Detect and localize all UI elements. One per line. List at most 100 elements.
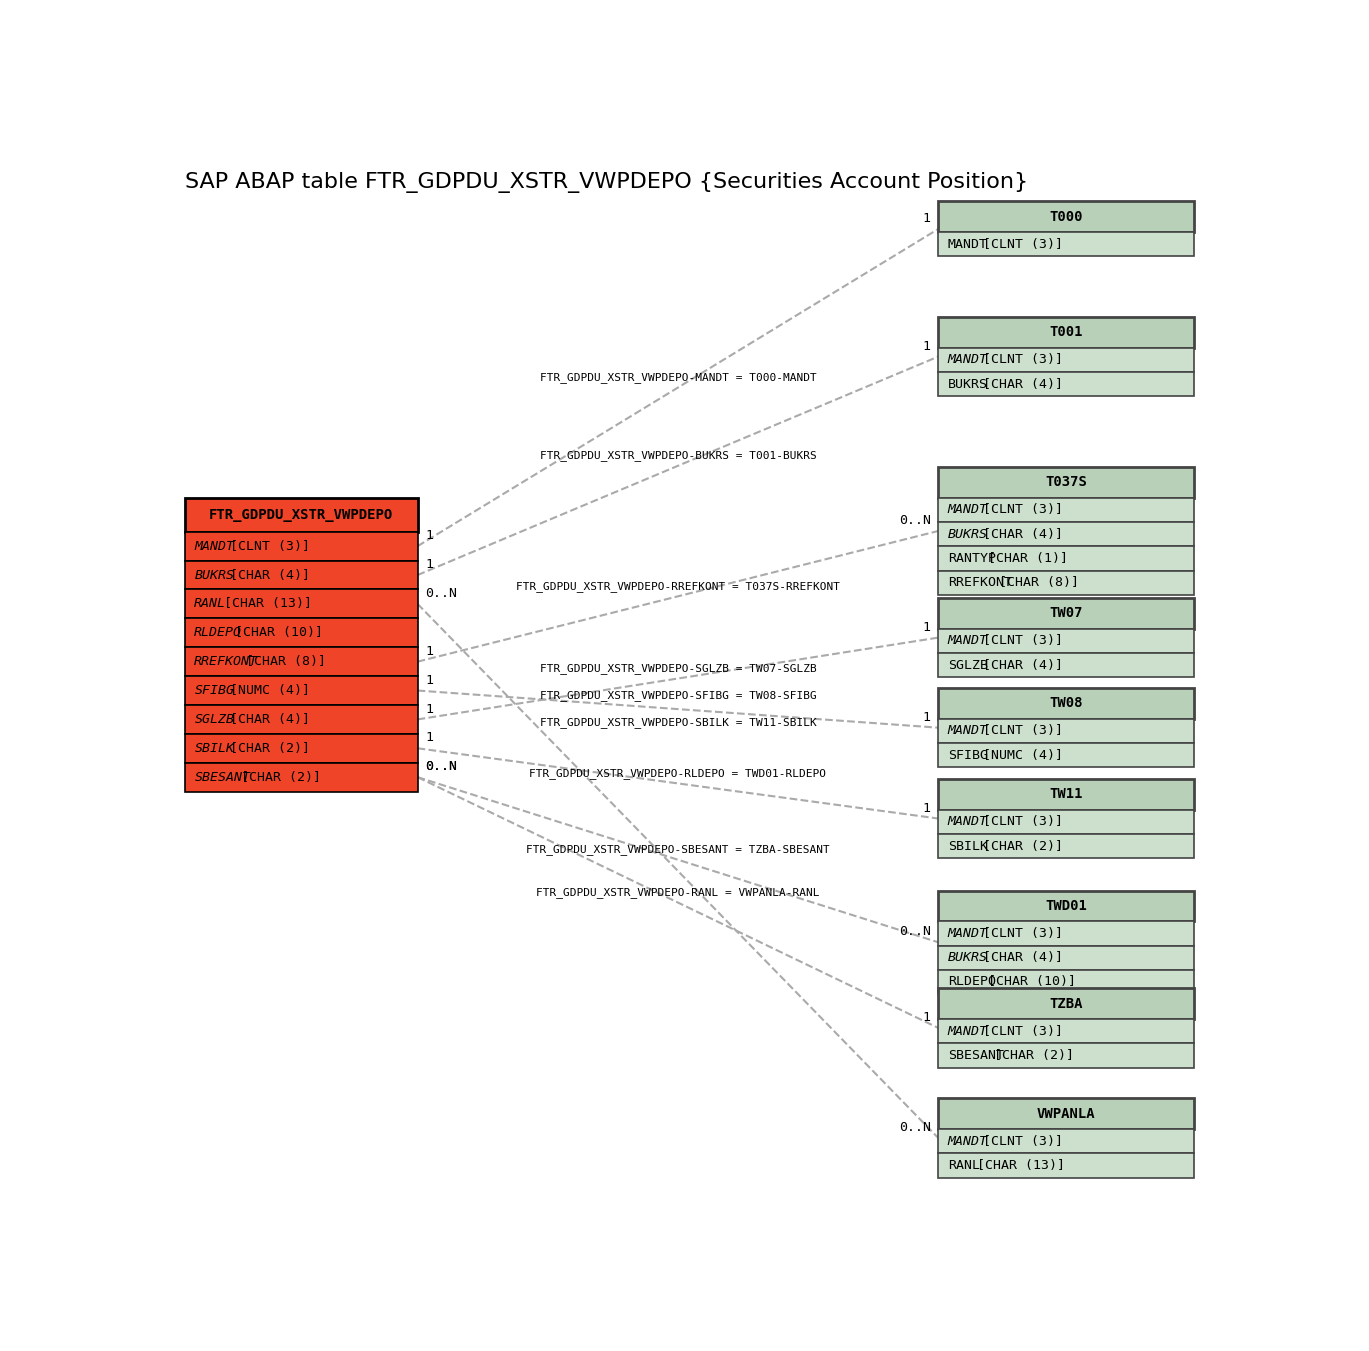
- Text: 1: 1: [923, 339, 931, 353]
- Text: RANL: RANL: [947, 1159, 980, 1173]
- Text: MANDT: MANDT: [947, 1135, 987, 1148]
- Text: [CHAR (4)]: [CHAR (4)]: [975, 377, 1062, 390]
- Text: SFIBG: SFIBG: [947, 748, 987, 762]
- FancyBboxPatch shape: [938, 467, 1194, 497]
- FancyBboxPatch shape: [938, 921, 1194, 946]
- Text: [CHAR (2)]: [CHAR (2)]: [975, 839, 1062, 852]
- Text: 1: 1: [923, 1011, 931, 1024]
- FancyBboxPatch shape: [185, 532, 418, 561]
- Text: [CLNT (3)]: [CLNT (3)]: [975, 1025, 1062, 1038]
- FancyBboxPatch shape: [938, 809, 1194, 834]
- Text: [CHAR (13)]: [CHAR (13)]: [969, 1159, 1065, 1173]
- Text: FTR_GDPDU_XSTR_VWPDEPO-SGLZB = TW07-SGLZB: FTR_GDPDU_XSTR_VWPDEPO-SGLZB = TW07-SGLZ…: [539, 663, 816, 674]
- Text: 0..N: 0..N: [426, 761, 457, 773]
- Text: 1: 1: [923, 620, 931, 634]
- Text: TWD01: TWD01: [1046, 898, 1087, 913]
- Text: SGLZB: SGLZB: [947, 659, 987, 671]
- Text: SBILK: SBILK: [947, 839, 987, 852]
- Text: [CHAR (4)]: [CHAR (4)]: [975, 659, 1062, 671]
- Text: MANDT: MANDT: [947, 354, 987, 366]
- Text: 1: 1: [923, 801, 931, 815]
- FancyBboxPatch shape: [938, 719, 1194, 743]
- FancyBboxPatch shape: [185, 647, 418, 676]
- Text: [CLNT (3)]: [CLNT (3)]: [975, 504, 1062, 516]
- Text: 1: 1: [426, 674, 434, 686]
- Text: RREFKONT: RREFKONT: [947, 577, 1012, 589]
- Text: RLDEPO: RLDEPO: [947, 975, 995, 989]
- FancyBboxPatch shape: [185, 589, 418, 619]
- FancyBboxPatch shape: [938, 628, 1194, 653]
- Text: RANL: RANL: [194, 597, 226, 611]
- FancyBboxPatch shape: [938, 890, 1194, 921]
- Text: [NUMC (4)]: [NUMC (4)]: [975, 748, 1062, 762]
- FancyBboxPatch shape: [938, 834, 1194, 858]
- FancyBboxPatch shape: [185, 734, 418, 763]
- Text: [CHAR (2)]: [CHAR (2)]: [222, 742, 309, 755]
- Text: 0..N: 0..N: [898, 925, 931, 939]
- Text: [CHAR (10)]: [CHAR (10)]: [227, 627, 323, 639]
- FancyBboxPatch shape: [938, 989, 1194, 1019]
- FancyBboxPatch shape: [938, 347, 1194, 372]
- Text: [CHAR (4)]: [CHAR (4)]: [222, 713, 309, 725]
- FancyBboxPatch shape: [938, 201, 1194, 232]
- Text: 1: 1: [426, 558, 434, 571]
- FancyBboxPatch shape: [938, 1129, 1194, 1154]
- Text: [CLNT (3)]: [CLNT (3)]: [975, 635, 1062, 647]
- Text: RANTYP: RANTYP: [947, 553, 995, 565]
- Text: [CHAR (4)]: [CHAR (4)]: [975, 951, 1062, 965]
- Text: [CHAR (4)]: [CHAR (4)]: [222, 569, 309, 581]
- Text: RREFKONT: RREFKONT: [194, 655, 259, 669]
- Text: SBESANT: SBESANT: [194, 770, 251, 784]
- Text: FTR_GDPDU_XSTR_VWPDEPO: FTR_GDPDU_XSTR_VWPDEPO: [209, 508, 393, 521]
- FancyBboxPatch shape: [938, 546, 1194, 570]
- FancyBboxPatch shape: [185, 619, 418, 647]
- Text: SFIBG: SFIBG: [194, 684, 234, 697]
- Text: 0..N: 0..N: [898, 1121, 931, 1135]
- Text: MANDT: MANDT: [947, 724, 987, 738]
- FancyBboxPatch shape: [938, 372, 1194, 396]
- Text: FTR_GDPDU_XSTR_VWPDEPO-RANL = VWPANLA-RANL: FTR_GDPDU_XSTR_VWPDEPO-RANL = VWPANLA-RA…: [537, 888, 820, 898]
- Text: [CHAR (8)]: [CHAR (8)]: [238, 655, 326, 669]
- FancyBboxPatch shape: [938, 232, 1194, 257]
- Text: T001: T001: [1050, 326, 1083, 339]
- Text: [CHAR (1)]: [CHAR (1)]: [980, 553, 1068, 565]
- Text: [CLNT (3)]: [CLNT (3)]: [975, 238, 1062, 251]
- Text: FTR_GDPDU_XSTR_VWPDEPO-SBESANT = TZBA-SBESANT: FTR_GDPDU_XSTR_VWPDEPO-SBESANT = TZBA-SB…: [526, 844, 830, 855]
- FancyBboxPatch shape: [938, 688, 1194, 719]
- Text: SAP ABAP table FTR_GDPDU_XSTR_VWPDEPO {Securities Account Position}: SAP ABAP table FTR_GDPDU_XSTR_VWPDEPO {S…: [185, 172, 1028, 193]
- Text: 1: 1: [426, 731, 434, 744]
- Text: [CLNT (3)]: [CLNT (3)]: [975, 927, 1062, 940]
- Text: T037S: T037S: [1046, 476, 1087, 489]
- Text: 1: 1: [426, 644, 434, 658]
- FancyBboxPatch shape: [938, 1154, 1194, 1178]
- FancyBboxPatch shape: [938, 1098, 1194, 1129]
- Text: 1: 1: [923, 711, 931, 724]
- Text: [CHAR (4)]: [CHAR (4)]: [975, 528, 1062, 540]
- Text: MANDT: MANDT: [947, 504, 987, 516]
- FancyBboxPatch shape: [938, 317, 1194, 347]
- Text: [CLNT (3)]: [CLNT (3)]: [975, 1135, 1062, 1148]
- Text: [CHAR (10)]: [CHAR (10)]: [980, 975, 1076, 989]
- Text: SGLZB: SGLZB: [194, 713, 234, 725]
- Text: MANDT: MANDT: [947, 1025, 987, 1038]
- FancyBboxPatch shape: [938, 570, 1194, 594]
- Text: MANDT: MANDT: [194, 539, 234, 553]
- Text: T000: T000: [1050, 209, 1083, 224]
- Text: [CHAR (2)]: [CHAR (2)]: [986, 1048, 1073, 1062]
- Text: [CLNT (3)]: [CLNT (3)]: [975, 354, 1062, 366]
- FancyBboxPatch shape: [185, 705, 418, 734]
- Text: BUKRS: BUKRS: [194, 569, 234, 581]
- Text: [CHAR (8)]: [CHAR (8)]: [991, 577, 1079, 589]
- FancyBboxPatch shape: [938, 1043, 1194, 1067]
- FancyBboxPatch shape: [938, 780, 1194, 809]
- Text: TW07: TW07: [1050, 607, 1083, 620]
- Text: [CHAR (13)]: [CHAR (13)]: [216, 597, 312, 611]
- FancyBboxPatch shape: [938, 970, 1194, 994]
- Text: MANDT: MANDT: [947, 635, 987, 647]
- Text: FTR_GDPDU_XSTR_VWPDEPO-SFIBG = TW08-SFIBG: FTR_GDPDU_XSTR_VWPDEPO-SFIBG = TW08-SFIB…: [539, 690, 816, 701]
- Text: 1: 1: [923, 212, 931, 226]
- FancyBboxPatch shape: [938, 497, 1194, 521]
- Text: FTR_GDPDU_XSTR_VWPDEPO-BUKRS = T001-BUKRS: FTR_GDPDU_XSTR_VWPDEPO-BUKRS = T001-BUKR…: [539, 450, 816, 461]
- FancyBboxPatch shape: [938, 743, 1194, 767]
- FancyBboxPatch shape: [185, 676, 418, 705]
